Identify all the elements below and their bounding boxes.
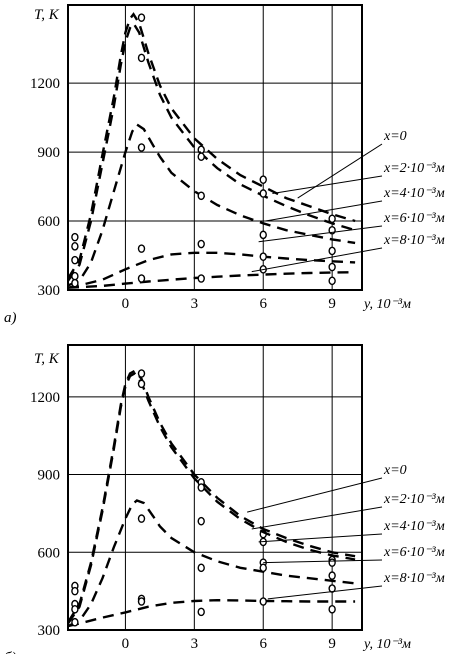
y-tick-label: 1200: [30, 390, 60, 406]
series-line: [68, 21, 356, 282]
leader-line: [258, 225, 383, 243]
data-point: [137, 597, 146, 606]
y-tick-label: 900: [38, 145, 61, 161]
series-label: x=8·10⁻³м: [383, 233, 445, 248]
data-point: [259, 189, 267, 198]
data-point: [71, 617, 79, 627]
data-point: [328, 262, 336, 272]
data-point: [328, 214, 336, 224]
x-tick-label: 0: [122, 296, 130, 312]
leader-line: [263, 559, 383, 564]
y-tick-label: 600: [38, 214, 61, 230]
data-point: [137, 514, 146, 523]
leader-line: [297, 143, 383, 199]
data-point: [328, 571, 336, 580]
data-point: [137, 13, 146, 22]
data-point: [137, 274, 146, 283]
series-line: [68, 271, 356, 289]
x-tick-label: 9: [328, 296, 336, 312]
panel-b: 0 3 6 9 300 600 900 1200 T, K y, 10⁻³м б) x=0 x=2·10…: [4, 344, 445, 654]
series-line: [68, 499, 356, 628]
leader-line: [251, 247, 383, 273]
data-point: [137, 53, 146, 63]
y-axis-label: T, K: [34, 351, 60, 367]
series-line: [68, 251, 356, 289]
series-line: [68, 371, 356, 625]
data-point: [328, 558, 336, 567]
y-tick-label: 1200: [30, 76, 60, 92]
series-label: x=6·10⁻³м: [383, 211, 445, 226]
panel-label: а): [4, 310, 17, 326]
leader-line: [258, 533, 383, 543]
series-line: [68, 12, 356, 280]
data-point: [137, 143, 146, 152]
leader-line: [265, 200, 383, 222]
y-tick-label: 300: [38, 283, 61, 299]
series-label: x=0: [383, 463, 407, 478]
leader-line: [272, 175, 383, 194]
x-axis-label: y, 10⁻³м: [362, 637, 411, 652]
x-tick-label: 3: [191, 296, 199, 312]
y-tick-label: 600: [38, 545, 61, 561]
data-point: [197, 563, 205, 573]
data-point: [197, 483, 205, 492]
data-point: [328, 276, 336, 286]
leader-line: [251, 506, 383, 530]
leader-line: [267, 585, 383, 600]
y-tick-label: 900: [38, 468, 61, 484]
data-point: [197, 607, 205, 617]
data-point: [197, 516, 205, 526]
series-label: x=6·10⁻³м: [383, 545, 445, 560]
series-label: x=0: [383, 129, 407, 144]
data-point: [71, 242, 79, 251]
series-label: x=8·10⁻³м: [383, 571, 445, 586]
data-point: [71, 278, 79, 288]
x-tick-label: 6: [259, 636, 267, 652]
data-point: [259, 597, 267, 606]
data-point: [328, 584, 336, 593]
x-tick-label: 3: [191, 636, 199, 652]
data-point: [259, 252, 267, 261]
data-point: [137, 369, 146, 378]
plot-frame: [67, 344, 363, 631]
panel-a: 0 3 6 9 300 600 900 1200 T, K y, 10⁻³м а) x=0 x=2·10…: [4, 4, 445, 326]
series-line: [68, 598, 356, 628]
series-label: x=4·10⁻³м: [383, 186, 445, 201]
data-point: [197, 152, 205, 161]
series-label: x=2·10⁻³м: [383, 492, 445, 507]
x-tick-label: 6: [259, 296, 267, 312]
data-point: [197, 274, 205, 283]
x-tick-label: 9: [328, 636, 336, 652]
data-point: [197, 239, 205, 249]
data-point: [137, 379, 146, 389]
data-point: [71, 586, 79, 596]
y-axis-label: T, K: [34, 7, 60, 23]
data-point: [328, 246, 336, 256]
data-point: [328, 604, 336, 614]
x-tick-label: 0: [122, 636, 130, 652]
data-point: [71, 255, 79, 265]
data-point: [71, 604, 79, 614]
series-line: [68, 369, 356, 623]
series-label: x=2·10⁻³м: [383, 161, 445, 176]
data-point: [197, 191, 205, 201]
data-point: [259, 230, 267, 240]
leader-line: [247, 477, 383, 513]
y-tick-label: 300: [38, 623, 61, 639]
panel-label: б): [4, 650, 17, 654]
data-point: [259, 563, 267, 573]
data-point: [71, 271, 79, 281]
data-point: [71, 232, 79, 242]
series-label: x=4·10⁻³м: [383, 519, 445, 534]
plot-frame: [67, 4, 363, 291]
data-point: [259, 175, 267, 184]
x-axis-label: y, 10⁻³м: [362, 297, 411, 312]
series-line: [68, 122, 356, 287]
data-point: [137, 244, 146, 253]
